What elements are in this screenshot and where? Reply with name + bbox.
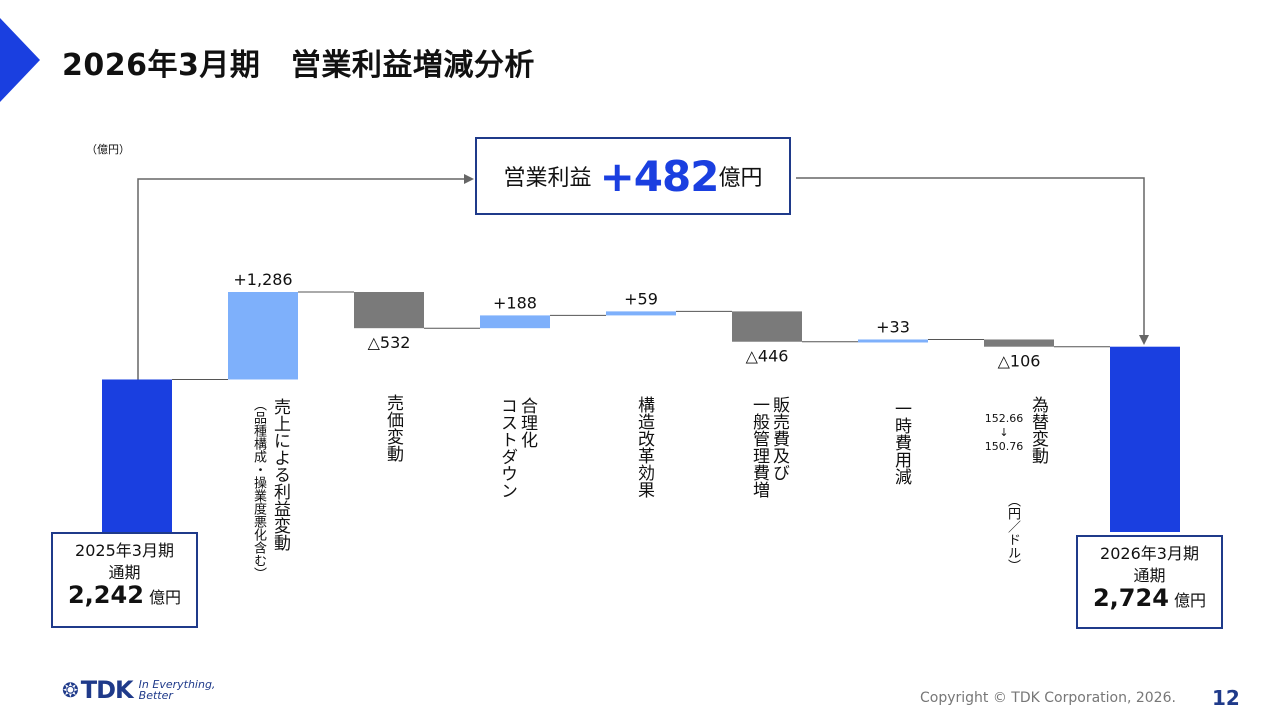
bar-step-6 bbox=[858, 339, 928, 343]
logo-tagline-1: In Everything, bbox=[138, 678, 216, 691]
summary-box: 営業利益 +482 億円 bbox=[475, 137, 791, 215]
data-label-step-5: △446 bbox=[746, 347, 789, 366]
bar-step-1 bbox=[228, 292, 298, 380]
bracket-right-line bbox=[796, 177, 1145, 337]
summary-unit: 億円 bbox=[718, 166, 763, 191]
data-label-step-6: +33 bbox=[876, 317, 910, 336]
page-title: 2026年3月期 営業利益増減分析 bbox=[62, 48, 535, 83]
data-label-step-1: +1,286 bbox=[233, 270, 292, 289]
fx-rate-note: 152.66 ↓ 150.76 bbox=[984, 412, 1024, 454]
end-unit: 億円 bbox=[1168, 591, 1206, 610]
start-total-box: 2025年3月期 通期 2,242 億円 bbox=[51, 532, 198, 628]
category-label-sales: 売上による利益変動 bbox=[270, 398, 290, 551]
summary-label: 営業利益 bbox=[503, 166, 592, 191]
bar-end-total bbox=[1110, 346, 1180, 532]
data-label-step-4: +59 bbox=[624, 289, 658, 308]
logo-tagline: In Everything, Better bbox=[139, 679, 216, 701]
start-period: 2025年3月期 bbox=[75, 541, 174, 560]
data-label-step-7: △106 bbox=[998, 352, 1041, 371]
start-period-type: 通期 bbox=[108, 563, 141, 582]
category-label-price: 売価変動 bbox=[383, 394, 403, 462]
logo-text: TDK bbox=[80, 676, 134, 704]
page-number: 12 bbox=[1212, 686, 1240, 710]
tdk-emblem-icon: ❂ bbox=[62, 678, 79, 702]
bar-step-7 bbox=[984, 339, 1054, 347]
unit-label: （億円） bbox=[86, 143, 130, 156]
tdk-logo: ❂ TDK In Everything, Better bbox=[62, 676, 215, 704]
logo-tagline-2: Better bbox=[138, 689, 173, 702]
bar-step-3 bbox=[480, 315, 550, 329]
start-value: 2,242 bbox=[67, 581, 144, 609]
category-sublabel-sales: （品種構成・操業度悪化含む） bbox=[251, 398, 266, 580]
copyright: Copyright © TDK Corporation, 2026. bbox=[920, 690, 1176, 706]
fx-rate-arrow: ↓ bbox=[999, 426, 1009, 439]
bar-step-4 bbox=[606, 311, 676, 316]
category-label-fx: 為替変動 bbox=[1028, 396, 1048, 464]
arrow-down-icon bbox=[1139, 335, 1149, 345]
end-period-type: 通期 bbox=[1133, 566, 1166, 585]
category-label-onetime: 一時費用減 bbox=[891, 400, 911, 485]
end-value: 2,724 bbox=[1092, 584, 1169, 612]
bar-step-5 bbox=[732, 311, 802, 342]
bar-start-total bbox=[102, 379, 172, 532]
bracket-left-line bbox=[137, 178, 468, 380]
category-label-costdown: 合理化 コストダウン bbox=[497, 397, 537, 499]
category-sublabel-fx: （円／ドル） bbox=[1005, 494, 1020, 572]
corner-accent bbox=[0, 18, 40, 102]
category-label-restructuring: 構造改革効果 bbox=[634, 396, 654, 498]
category-label-sga: 販売費及び 一般管理費増 bbox=[749, 396, 789, 498]
summary-value: +482 bbox=[599, 151, 720, 201]
bar-step-2 bbox=[354, 292, 424, 329]
end-period: 2026年3月期 bbox=[1100, 544, 1199, 563]
fx-rate-from: 152.66 bbox=[984, 412, 1024, 425]
fx-rate-to: 150.76 bbox=[984, 440, 1024, 453]
arrow-right-icon bbox=[464, 174, 474, 184]
end-total-box: 2026年3月期 通期 2,724 億円 bbox=[1076, 535, 1223, 629]
data-label-step-2: △532 bbox=[368, 333, 411, 352]
data-label-step-3: +188 bbox=[493, 293, 537, 312]
start-unit: 億円 bbox=[143, 588, 181, 607]
